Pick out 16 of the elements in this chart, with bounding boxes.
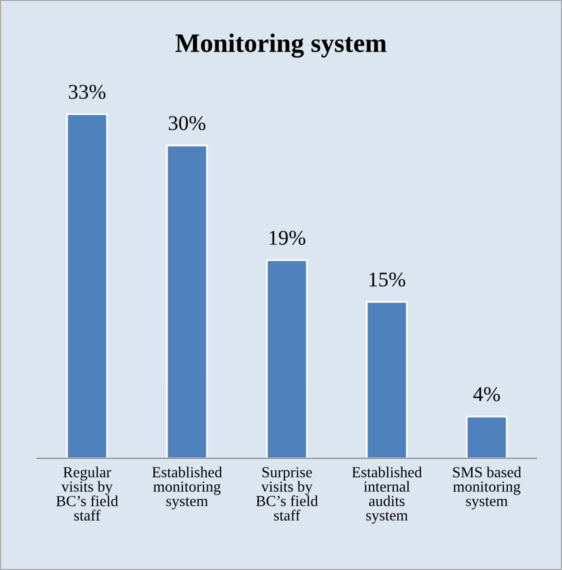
bar [166,144,208,458]
bar [466,416,508,458]
bar [66,113,108,458]
x-tick-label: Established monitoring system [152,466,222,510]
chart-title: Monitoring system [176,34,386,58]
x-tick-label: Regular visits by BC’s field staff [56,466,118,521]
x-tick-label: Established internal audits system [352,466,422,524]
data-label: 33% [68,84,106,99]
x-tick-label: SMS based monitoring system [453,466,522,510]
data-label: 19% [270,230,306,245]
bar [266,259,308,458]
x-tick-label: Surprise visits by BC’s field staff [256,467,318,521]
bar [366,301,408,458]
data-label: 4% [473,387,500,402]
data-label: 30% [168,116,206,130]
data-label: 15% [370,272,406,287]
